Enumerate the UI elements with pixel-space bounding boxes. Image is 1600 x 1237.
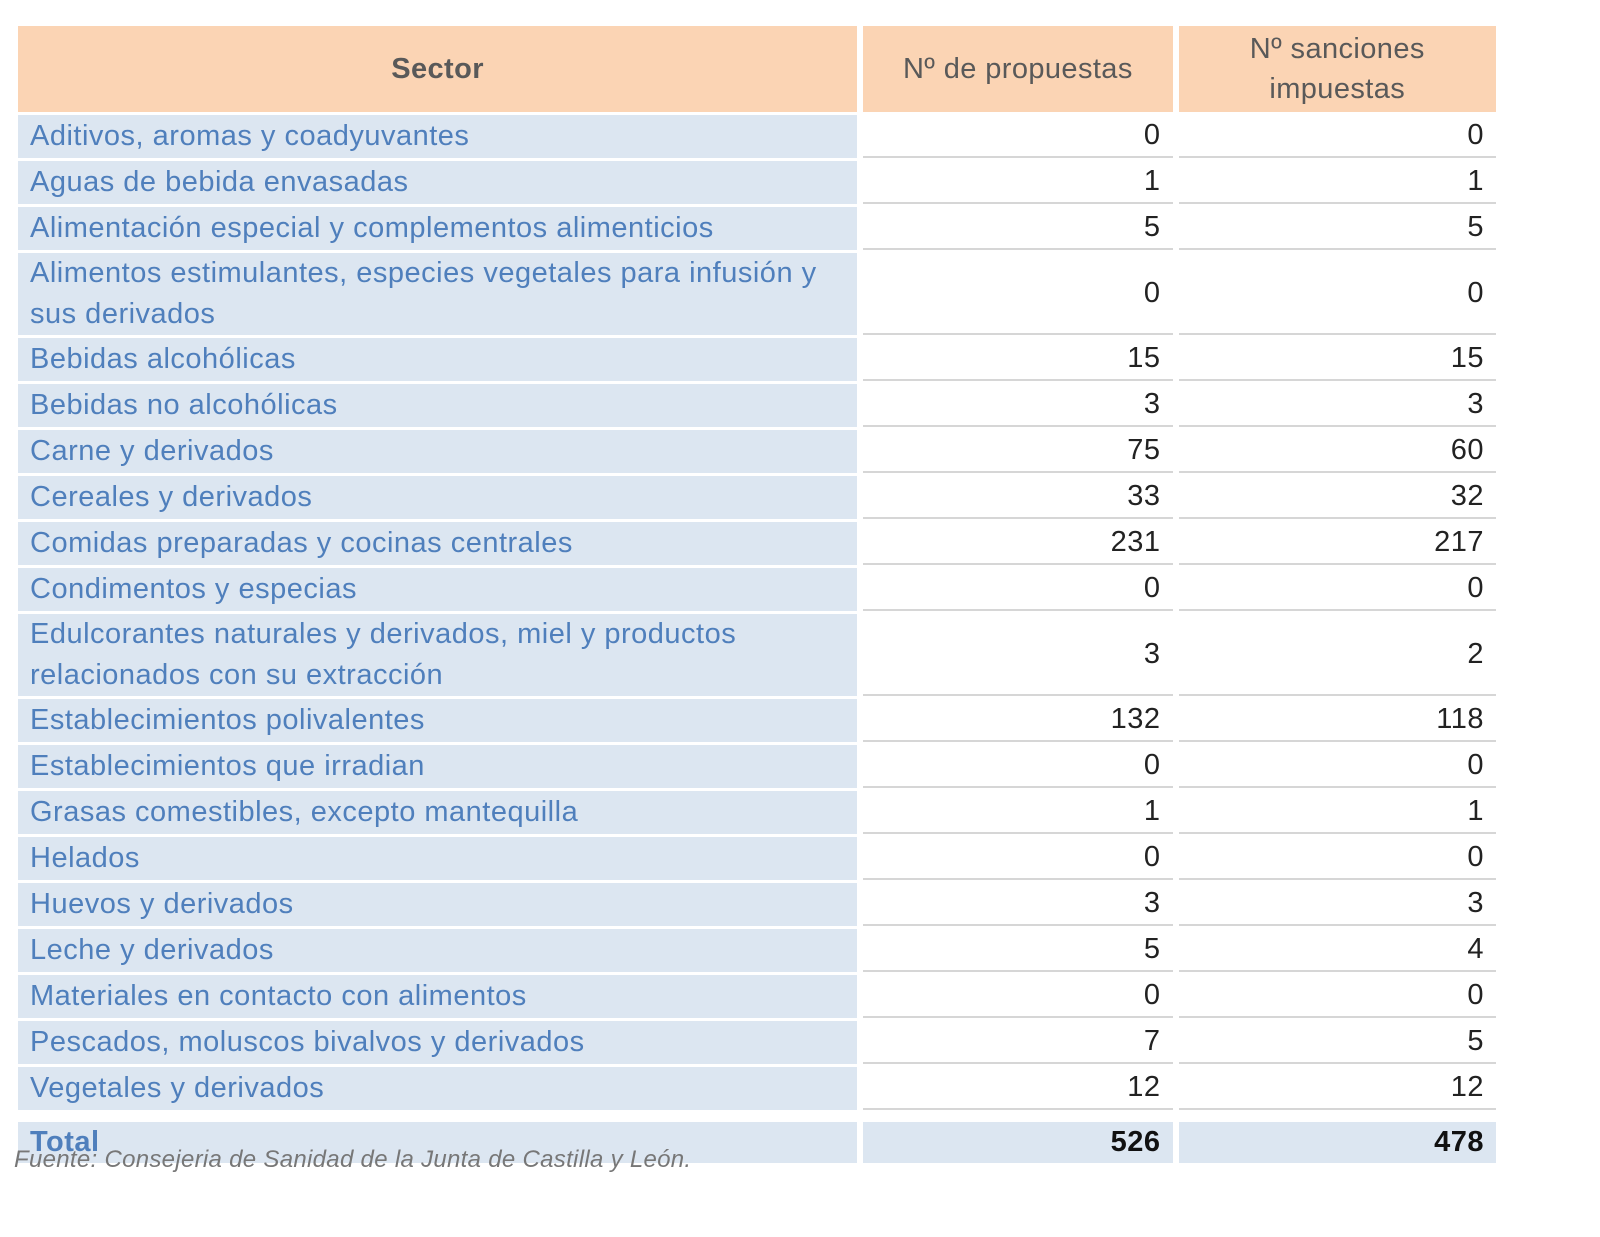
sector-cell: Establecimientos polivalentes bbox=[18, 699, 858, 742]
number-cell: 132 bbox=[863, 699, 1173, 742]
table-row: Leche y derivados 5 4 bbox=[18, 929, 1496, 972]
sector-cell: Vegetales y derivados bbox=[18, 1067, 858, 1110]
number-cell: 0 bbox=[1178, 837, 1496, 880]
number-cell: 0 bbox=[1178, 745, 1496, 788]
spacer-cell bbox=[863, 1113, 1172, 1119]
table-row: Carne y derivados 75 60 bbox=[18, 430, 1496, 473]
sector-cell: Alimentos estimulantes, especies vegetal… bbox=[18, 253, 858, 335]
number-cell: 33 bbox=[863, 476, 1173, 519]
number-cell: 0 bbox=[1178, 568, 1496, 611]
total-row: Total 526 478 bbox=[18, 1122, 1496, 1163]
number-cell: 0 bbox=[863, 568, 1173, 611]
sector-cell: Materiales en contacto con alimentos bbox=[18, 975, 858, 1018]
number-cell: 1 bbox=[1178, 161, 1496, 204]
number-cell: 0 bbox=[863, 837, 1173, 880]
number-cell: 12 bbox=[1178, 1067, 1496, 1110]
number-cell: 5 bbox=[863, 207, 1173, 250]
table-container: Sector Nº de propuestas Nº sanciones impue… bbox=[12, 23, 1502, 1166]
source-note: Fuente: Consejeria de Sanidad de la Junt… bbox=[14, 1146, 692, 1173]
number-cell: 7 bbox=[863, 1021, 1173, 1064]
table-row: Bebidas alcohólicas 15 15 bbox=[18, 338, 1496, 381]
sector-cell: Leche y derivados bbox=[18, 929, 858, 972]
sector-cell: Bebidas alcohólicas bbox=[18, 338, 858, 381]
number-cell: 526 bbox=[863, 1122, 1173, 1163]
number-cell: 217 bbox=[1178, 522, 1496, 565]
sector-cell: Huevos y derivados bbox=[18, 883, 858, 926]
table-row: Cereales y derivados 33 32 bbox=[18, 476, 1496, 519]
sector-cell: Aditivos, aromas y coadyuvantes bbox=[18, 115, 858, 158]
sector-cell: Establecimientos que irradian bbox=[18, 745, 858, 788]
sector-cell: Carne y derivados bbox=[18, 430, 858, 473]
number-cell: 3 bbox=[863, 384, 1173, 427]
number-cell: 3 bbox=[1178, 883, 1496, 926]
table-row: Establecimientos polivalentes 132 118 bbox=[18, 699, 1496, 742]
number-cell: 5 bbox=[1178, 1021, 1496, 1064]
number-cell: 5 bbox=[863, 929, 1173, 972]
header-cell: Sector bbox=[18, 26, 858, 112]
header-row: Sector Nº de propuestas Nº sanciones impue… bbox=[18, 26, 1496, 112]
number-cell: 0 bbox=[863, 253, 1173, 335]
table-row: Aguas de bebida envasadas 1 1 bbox=[18, 161, 1496, 204]
number-cell: 0 bbox=[863, 745, 1173, 788]
table-row: Alimentos estimulantes, especies vegetal… bbox=[18, 253, 1496, 335]
spacer-cell bbox=[1179, 1113, 1496, 1119]
spacer-cell bbox=[18, 1113, 857, 1119]
number-cell: 32 bbox=[1178, 476, 1496, 519]
table-row: Pescados, moluscos bivalvos y derivados 7… bbox=[18, 1021, 1496, 1064]
number-cell: 1 bbox=[1178, 791, 1496, 834]
number-cell: 0 bbox=[863, 975, 1173, 1018]
table-row: Helados 0 0 bbox=[18, 837, 1496, 880]
number-cell: 118 bbox=[1178, 699, 1496, 742]
number-cell: 1 bbox=[863, 161, 1173, 204]
number-cell: 75 bbox=[863, 430, 1173, 473]
number-cell: 15 bbox=[1178, 338, 1496, 381]
table-row: Establecimientos que irradian 0 0 bbox=[18, 745, 1496, 788]
number-cell: 0 bbox=[1178, 975, 1496, 1018]
number-cell: 3 bbox=[1178, 384, 1496, 427]
number-cell: 478 bbox=[1178, 1122, 1496, 1163]
sector-cell: Pescados, moluscos bivalvos y derivados bbox=[18, 1021, 858, 1064]
table-row: Comidas preparadas y cocinas centrales 23… bbox=[18, 522, 1496, 565]
sector-cell: Helados bbox=[18, 837, 858, 880]
table-row: Aditivos, aromas y coadyuvantes 0 0 bbox=[18, 115, 1496, 158]
sector-cell: Grasas comestibles, excepto mantequilla bbox=[18, 791, 858, 834]
number-cell: 12 bbox=[863, 1067, 1173, 1110]
header-cell: Nº de propuestas bbox=[863, 26, 1173, 112]
table-row: Huevos y derivados 3 3 bbox=[18, 883, 1496, 926]
number-cell: 0 bbox=[1178, 115, 1496, 158]
data-table: Sector Nº de propuestas Nº sanciones impue… bbox=[12, 23, 1502, 1166]
number-cell: 60 bbox=[1178, 430, 1496, 473]
table-row: Alimentación especial y complementos ali… bbox=[18, 207, 1496, 250]
number-cell: 2 bbox=[1178, 614, 1496, 696]
sector-cell: Alimentación especial y complementos ali… bbox=[18, 207, 858, 250]
sector-cell: Total bbox=[18, 1122, 858, 1163]
sector-cell: Bebidas no alcohólicas bbox=[18, 384, 858, 427]
sector-cell: Condimentos y especias bbox=[18, 568, 858, 611]
number-cell: 15 bbox=[863, 338, 1173, 381]
table-row: Grasas comestibles, excepto mantequilla 1… bbox=[18, 791, 1496, 834]
number-cell: 4 bbox=[1178, 929, 1496, 972]
table-row: Edulcorantes naturales y derivados, miel… bbox=[18, 614, 1496, 696]
sector-cell: Edulcorantes naturales y derivados, miel… bbox=[18, 614, 858, 696]
table-row: Condimentos y especias 0 0 bbox=[18, 568, 1496, 611]
table-row: Vegetales y derivados 12 12 bbox=[18, 1067, 1496, 1110]
number-cell: 5 bbox=[1178, 207, 1496, 250]
number-cell: 1 bbox=[863, 791, 1173, 834]
header-cell: Nº sanciones impuestas bbox=[1178, 26, 1496, 112]
sector-cell: Aguas de bebida envasadas bbox=[18, 161, 858, 204]
table-body: Aditivos, aromas y coadyuvantes 0 0 Aguas d… bbox=[18, 115, 1496, 1163]
table-row: Materiales en contacto con alimentos 0 0 bbox=[18, 975, 1496, 1018]
number-cell: 3 bbox=[863, 883, 1173, 926]
number-cell: 0 bbox=[863, 115, 1173, 158]
sector-cell: Comidas preparadas y cocinas centrales bbox=[18, 522, 858, 565]
number-cell: 0 bbox=[1178, 253, 1496, 335]
number-cell: 3 bbox=[863, 614, 1173, 696]
table-row: Bebidas no alcohólicas 3 3 bbox=[18, 384, 1496, 427]
sector-cell: Cereales y derivados bbox=[18, 476, 858, 519]
number-cell: 231 bbox=[863, 522, 1173, 565]
spacer-row bbox=[18, 1113, 1496, 1119]
